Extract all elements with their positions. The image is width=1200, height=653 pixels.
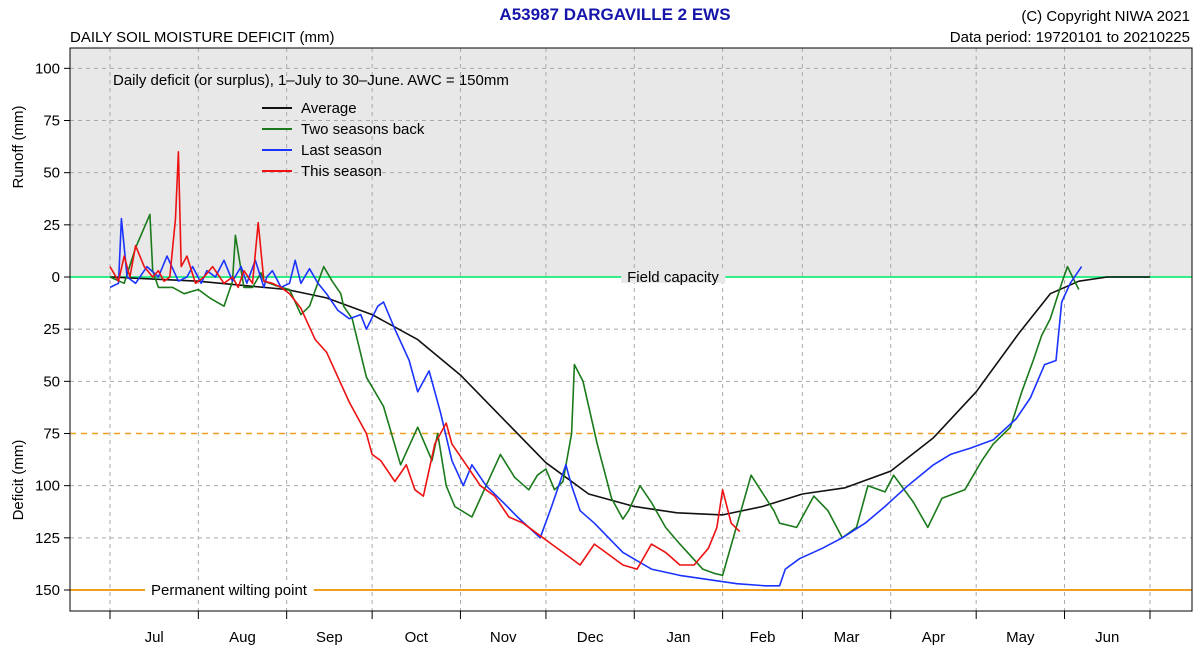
x-tick-label: Jun [1095,629,1119,646]
y-tick-label: 25 [43,217,60,234]
reference-label-bg [145,584,314,596]
x-tick-label: Feb [750,629,776,646]
x-tick-label: Apr [922,629,945,646]
x-tick-label: Jul [145,629,164,646]
x-tick-label: Sep [316,629,343,646]
legend-label: This season [301,163,382,180]
legend-label: Two seasons back [301,121,425,138]
series-line-average [109,276,1150,516]
y-tick-label: 100 [35,478,60,495]
x-tick-label: Aug [229,629,256,646]
y-tick-label: 125 [35,530,60,547]
y-tick-label: 100 [35,60,60,77]
x-tick-label: May [1006,629,1035,646]
legend-label: Last season [301,142,382,159]
chart-subtitle: Daily deficit (or surplus), 1–July to 30… [113,72,509,89]
y-tick-label: 75 [43,113,60,130]
field-capacity-label: Field capacity [627,269,719,286]
y-axis-label-deficit: Deficit (mm) [10,440,27,521]
copyright-text: (C) Copyright NIWA 2021 [1021,8,1190,25]
chart-title: A53987 DARGAVILLE 2 EWS [499,5,730,24]
chart-heading: DAILY SOIL MOISTURE DEFICIT (mm) [70,29,334,46]
y-tick-label: 75 [43,426,60,443]
y-tick-label: 150 [35,582,60,599]
x-tick-label: Mar [834,629,860,646]
x-tick-label: Oct [405,629,429,646]
reference-label-bg [621,271,726,283]
y-tick-label: 0 [52,269,60,286]
data-period-text: Data period: 19720101 to 20210225 [950,29,1190,46]
series-line-two-seasons-back [109,213,1080,577]
x-tick-label: Jan [666,629,690,646]
x-tick-label: Dec [577,629,604,646]
y-tick-label: 50 [43,165,60,182]
deficit-region-bg [70,277,1192,611]
y-axis-label-runoff: Runoff (mm) [10,105,27,188]
x-tick-label: Nov [490,629,517,646]
wilting-point-label: Permanent wilting point [151,582,308,599]
series-line-this-season [109,151,741,570]
legend-label: Average [301,100,357,117]
y-tick-label: 25 [43,321,60,338]
y-tick-label: 50 [43,373,60,390]
